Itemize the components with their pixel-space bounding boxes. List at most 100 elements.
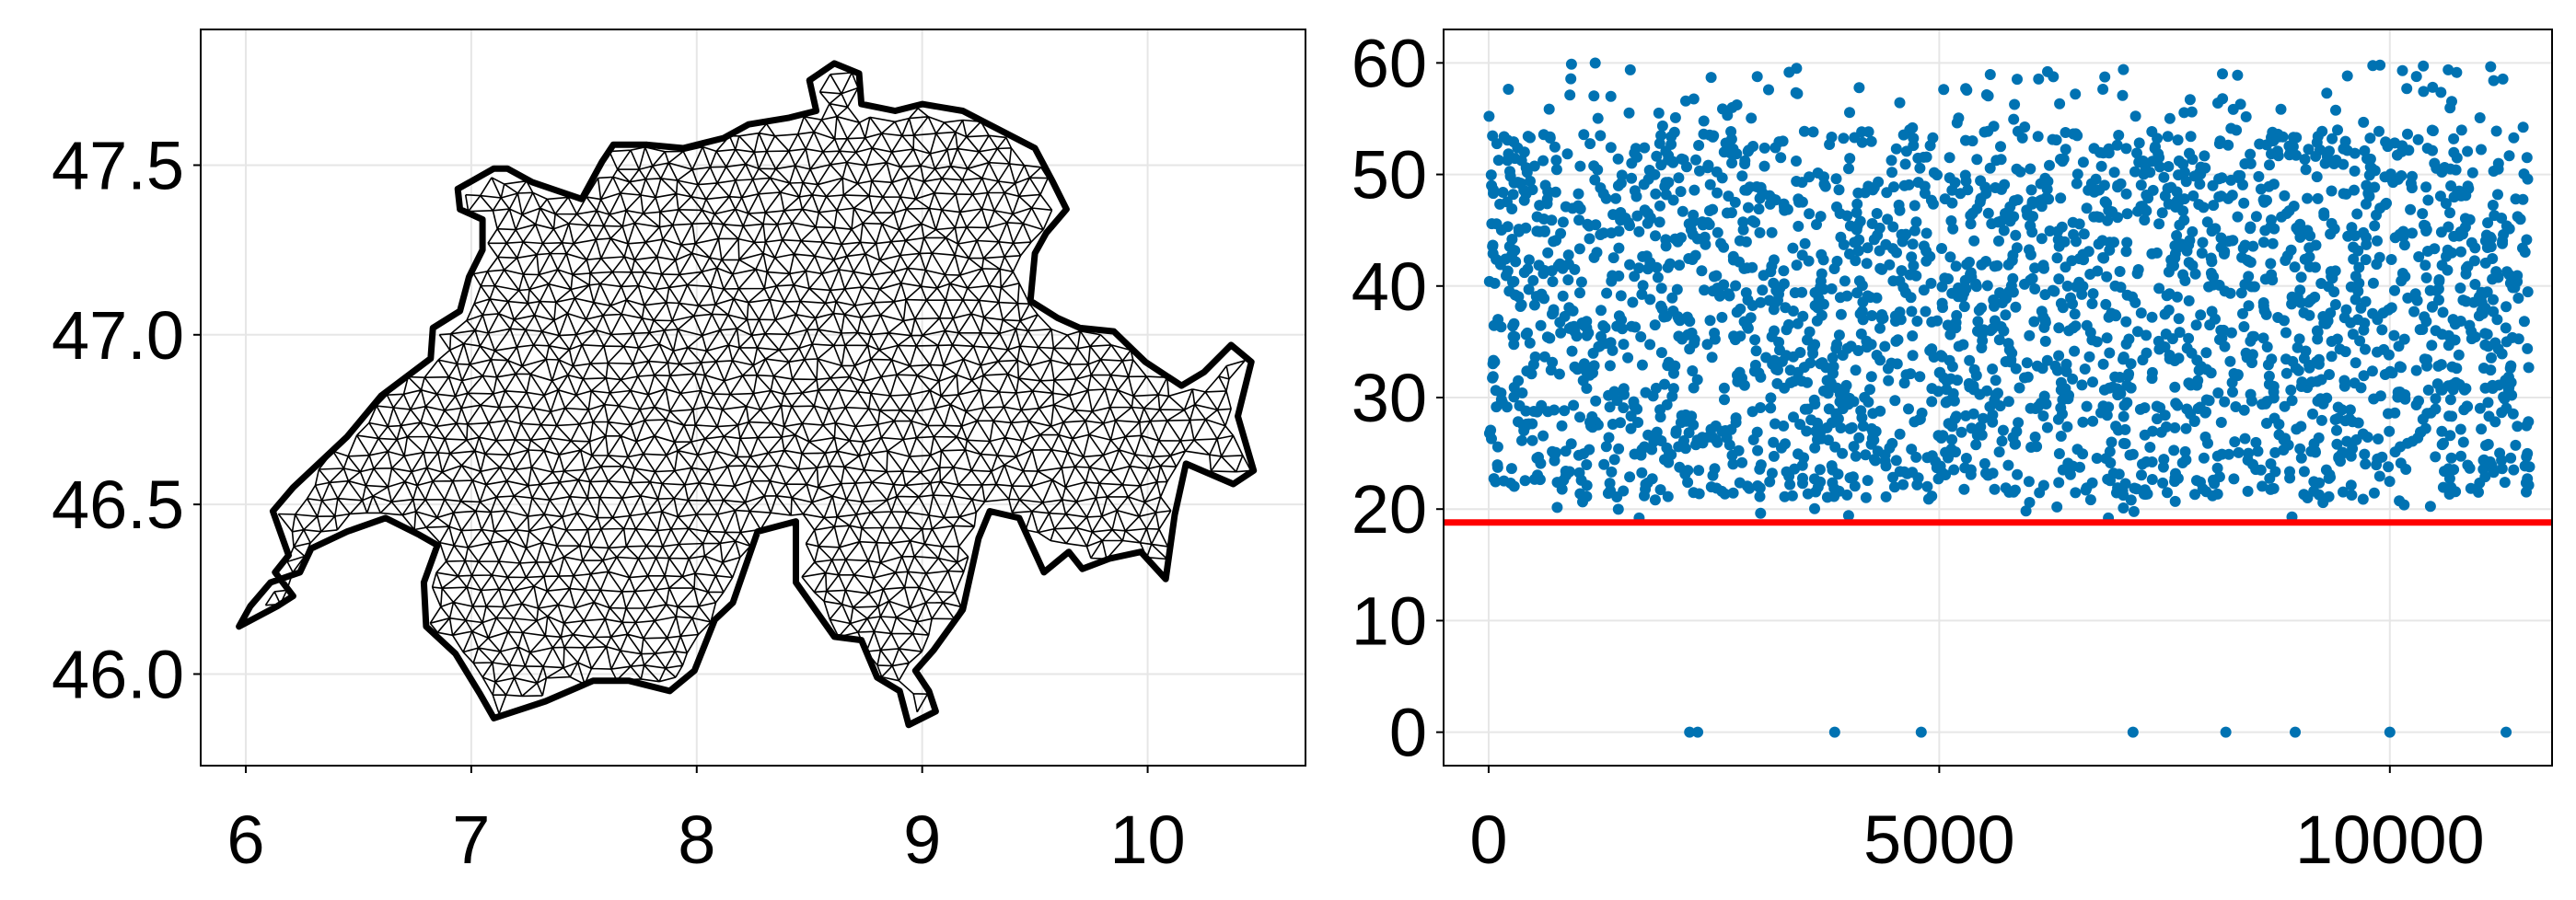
scatter-point	[1763, 84, 1774, 96]
scatter-point	[1528, 299, 1540, 311]
scatter-point	[1528, 160, 1540, 172]
scatter-point	[1624, 63, 1636, 75]
scatter-point	[1943, 273, 1954, 284]
scatter-point	[2429, 243, 2441, 255]
scatter-point	[1666, 292, 1678, 304]
scatter-point	[1960, 453, 1972, 464]
scatter-point	[2245, 257, 2257, 268]
scatter-point	[1826, 283, 1838, 294]
scatter-point	[1791, 156, 1802, 167]
scatter-point	[2076, 379, 2088, 391]
scatter-point	[2118, 410, 2129, 422]
scatter-point	[1607, 252, 1619, 264]
scatter-point	[1866, 218, 1878, 229]
scatter-point	[1519, 475, 1531, 487]
scatter-point	[2091, 453, 2103, 464]
scatter-point	[1874, 322, 1886, 334]
scatter-point	[2459, 213, 2471, 225]
scatter-point	[2523, 416, 2535, 428]
scatter-point	[1771, 377, 1783, 389]
scatter-point	[2435, 226, 2447, 238]
scatter-point	[1976, 302, 1988, 314]
scatter-point	[2090, 185, 2102, 197]
scatter-point	[2169, 381, 2181, 393]
scatter-point	[1554, 317, 1566, 329]
scatter-point	[2074, 461, 2085, 473]
scatter-point	[2053, 273, 2065, 285]
scatter-point	[1701, 339, 1713, 351]
scatter-point	[1871, 292, 1883, 304]
scatter-point	[2435, 384, 2447, 396]
scatter-point	[1523, 283, 1535, 295]
scatter-point	[1742, 480, 1753, 492]
scatter-point	[2496, 213, 2508, 224]
scatter-point	[2491, 314, 2503, 326]
scatter-point	[1531, 452, 1543, 464]
scatter-point	[2294, 443, 2306, 455]
scatter-point	[1843, 163, 1854, 175]
scatter-point	[1894, 306, 1906, 318]
scatter-point	[1489, 277, 1501, 289]
scatter-point	[1712, 226, 1723, 238]
scatter-point	[1932, 315, 1944, 327]
scatter-point	[1828, 482, 1840, 494]
scatter-point	[2078, 228, 2090, 240]
scatter-point	[1850, 450, 1862, 462]
scatter-point	[1737, 216, 1749, 228]
scatter-point	[1926, 396, 1938, 408]
scatter-point	[2080, 484, 2092, 496]
scatter-point	[1619, 213, 1631, 224]
scatter-point	[1683, 427, 1695, 439]
scatter-point	[1832, 413, 1844, 425]
scatter-point	[2303, 359, 2315, 371]
scatter-point	[2358, 116, 2370, 128]
scatter-point	[2071, 168, 2083, 180]
scatter-point	[1594, 340, 1606, 352]
scatter-point	[1727, 458, 1739, 470]
scatter-point	[1712, 187, 1723, 199]
scatter-point	[1504, 478, 1516, 489]
scatter-point	[1556, 420, 1568, 432]
scatter-point	[2447, 314, 2459, 326]
scatter-point	[1961, 85, 1973, 96]
scatter-point	[2077, 448, 2089, 460]
scatter-point	[1741, 184, 1753, 196]
scatter-point	[2228, 368, 2240, 379]
scatter-point	[1565, 73, 1577, 85]
scatter-point	[2488, 75, 2500, 87]
scatter-point	[2315, 374, 2327, 386]
scatter-point	[1703, 219, 1715, 230]
scatter-point	[1649, 494, 1661, 506]
scatter-point	[1651, 150, 1663, 162]
scatter-point	[1578, 129, 1590, 141]
scatter-point	[1636, 467, 1648, 479]
scatter-point	[1753, 367, 1765, 379]
outlier-point	[2290, 726, 2302, 738]
scatter-point	[1833, 184, 1845, 196]
scatter-point	[2460, 383, 2472, 395]
scatter-point	[1965, 267, 1977, 279]
scatter-point	[1792, 317, 1804, 329]
scatter-point	[1861, 258, 1873, 270]
scatter-point	[1704, 205, 1715, 216]
scatter-point	[1841, 290, 1853, 302]
scatter-point	[1747, 433, 1759, 445]
scatter-point	[1844, 248, 1855, 260]
scatter-point	[2039, 335, 2051, 347]
scatter-point	[1957, 339, 1969, 351]
scatter-point	[2000, 356, 2012, 367]
mesh-y-axis: 46.0 46.5 47.0 47.5	[52, 127, 201, 712]
scatter-point	[2298, 306, 2310, 318]
scatter-point	[1821, 421, 1833, 433]
scatter-point	[1830, 173, 1842, 185]
scatter-point	[2394, 495, 2406, 507]
scatter-point	[1848, 441, 1860, 453]
scatter-point	[1521, 365, 1533, 377]
scatter-point	[2118, 63, 2129, 75]
scatter-point	[2448, 146, 2460, 158]
scatter-point	[1852, 345, 1864, 356]
scatter-point	[2445, 180, 2457, 191]
scatter-point	[1830, 342, 1842, 354]
scatter-point	[1907, 350, 1919, 362]
scatter-point	[2268, 482, 2280, 494]
